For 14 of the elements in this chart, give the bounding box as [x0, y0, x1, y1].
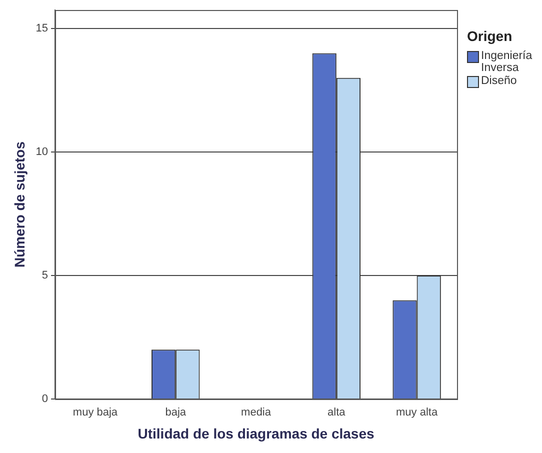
y-tick-label: 10: [36, 146, 48, 158]
x-tick-label: muy alta: [396, 406, 438, 419]
y-tick-label: 0: [42, 393, 48, 406]
legend-label: Ingeniería Inversa: [481, 50, 534, 74]
x-axis-title: Utilidad de los diagramas de clases: [138, 425, 374, 442]
x-tick-label: baja: [165, 406, 187, 419]
y-tick-label: 15: [36, 22, 48, 35]
x-tick-label: muy baja: [72, 406, 118, 419]
x-tick-label: media: [241, 406, 272, 419]
legend-label: Diseño: [481, 75, 517, 87]
x-tick-label: alta: [328, 406, 346, 419]
legend-title: Origen: [467, 28, 514, 44]
y-axis-title: Número de sujetos: [11, 141, 28, 268]
y-tick-label: 5: [42, 270, 48, 282]
